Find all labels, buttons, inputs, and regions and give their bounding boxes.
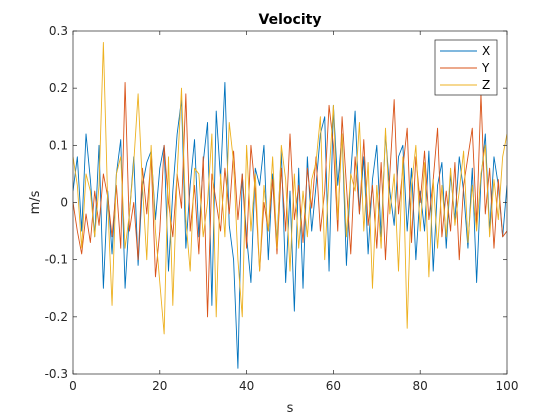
y-tick-label: 0.1 — [49, 138, 68, 152]
y-tick-label: 0.3 — [49, 24, 68, 38]
x-axis-label: s — [287, 401, 294, 416]
series-line-y — [73, 81, 507, 318]
legend-label-x: X — [482, 44, 490, 58]
y-tick-label: -0.3 — [45, 367, 68, 381]
x-tick-label: 100 — [496, 379, 519, 393]
ticks-layer: 0 20 40 60 80 100 -0.3 -0.2 -0.1 0 0.1 0.2 0.3 — [45, 24, 519, 393]
series-line-z — [73, 41, 507, 335]
y-tick-label: -0.2 — [45, 310, 68, 324]
x-tick-label: 60 — [326, 379, 341, 393]
y-tick-label: 0 — [60, 196, 68, 210]
chart-title: Velocity — [259, 12, 322, 28]
y-axis-label: m/s — [28, 190, 43, 214]
x-tick-label: 0 — [69, 379, 77, 393]
series-layer — [73, 41, 507, 369]
x-tick-label: 40 — [239, 379, 254, 393]
y-tick-label: -0.1 — [45, 253, 68, 267]
x-tick-label: 80 — [413, 379, 428, 393]
y-tick-label: 0.2 — [49, 81, 68, 95]
legend-label-y: Y — [481, 61, 490, 75]
series-line-x — [73, 81, 507, 369]
legend: XYZ — [434, 39, 498, 96]
legend-label-z: Z — [482, 78, 490, 92]
x-tick-label: 20 — [152, 379, 167, 393]
